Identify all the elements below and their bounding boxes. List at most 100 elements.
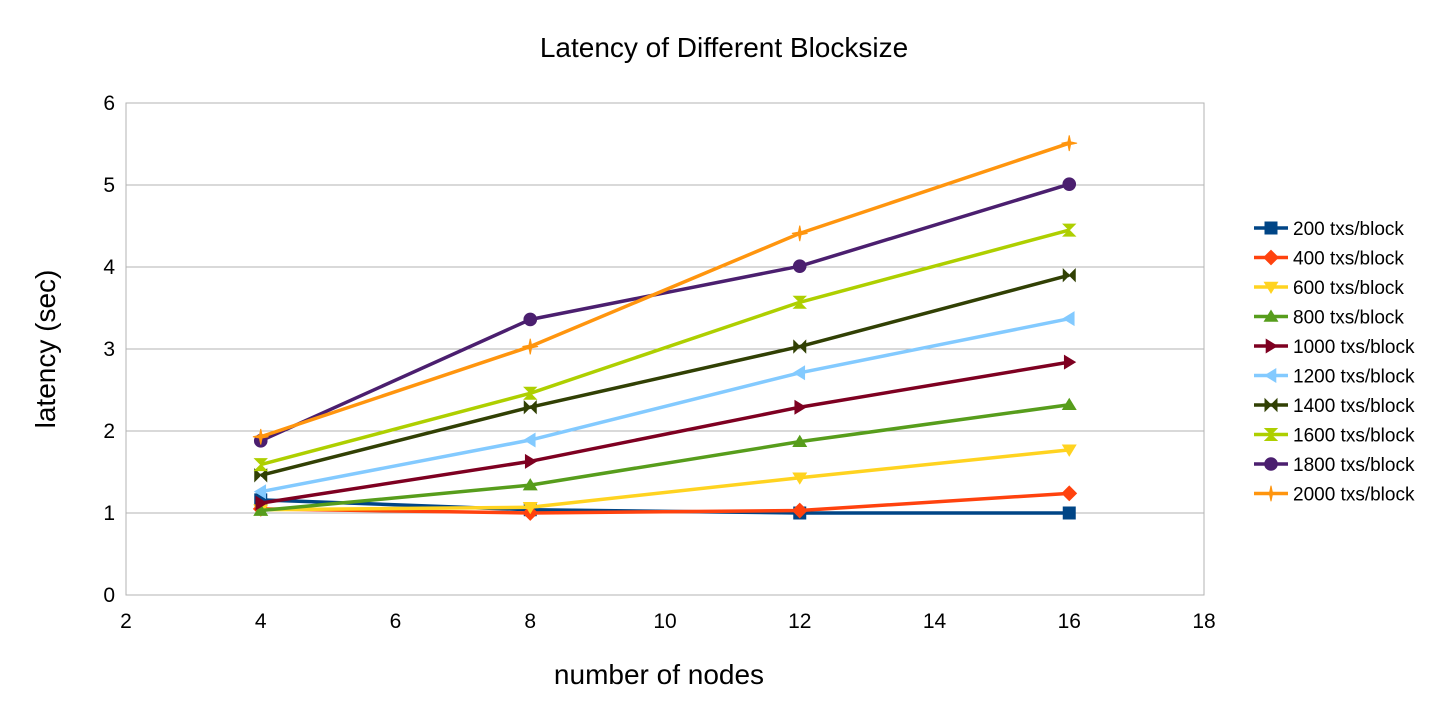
x-tick-label: 12 <box>788 610 811 633</box>
data-point <box>523 312 538 327</box>
data-point <box>252 428 269 445</box>
data-point <box>1062 267 1076 283</box>
legend-marker <box>1264 397 1278 413</box>
legend-item: 1600 txs/block <box>1254 426 1415 447</box>
data-point <box>1062 177 1077 191</box>
legend-label: 1600 txs/block <box>1293 426 1415 447</box>
legend-marker <box>1263 309 1279 322</box>
series-line <box>260 360 1070 505</box>
data-point <box>253 484 267 500</box>
legend-marker <box>1265 338 1278 354</box>
data-point <box>523 386 538 400</box>
legend-label: 2000 txs/block <box>1293 485 1415 506</box>
series-800-txs-block <box>253 397 1077 516</box>
data-point <box>794 399 807 415</box>
legend-label: 1000 txs/block <box>1293 337 1415 358</box>
legend-marker <box>1263 428 1279 441</box>
x-tick-label: 10 <box>653 610 676 633</box>
y-tick-label: 4 <box>103 256 115 279</box>
data-point <box>1061 397 1077 411</box>
x-tick-label: 6 <box>390 610 402 633</box>
data-point <box>791 502 808 519</box>
data-point <box>1061 485 1078 502</box>
data-point <box>792 295 807 309</box>
x-tick-label: 4 <box>255 610 267 633</box>
data-point <box>793 339 807 354</box>
data-point <box>253 458 268 472</box>
data-point <box>792 259 807 273</box>
legend-item: 1400 txs/block <box>1254 396 1415 417</box>
legend-label: 1400 txs/block <box>1293 396 1415 417</box>
series-line <box>260 448 1070 512</box>
data-point <box>255 495 268 511</box>
data-point <box>522 501 538 515</box>
series-1000-txs-block <box>255 354 1077 511</box>
data-point <box>792 365 806 381</box>
chart-title: Latency of Different Blocksize <box>540 32 908 63</box>
x-tick-label: 18 <box>1192 610 1215 633</box>
series-1200-txs-block <box>253 311 1075 500</box>
y-tick-label: 5 <box>103 174 115 197</box>
legend: 200 txs/block 400 txs/block 600 txs/block 8… <box>1254 219 1415 506</box>
x-tick-label: 8 <box>524 610 536 633</box>
x-axis-label: number of nodes <box>554 659 764 690</box>
legend-label: 800 txs/block <box>1293 308 1404 329</box>
legend-marker <box>1264 221 1278 235</box>
data-point <box>523 432 536 448</box>
legend-label: 200 txs/block <box>1293 219 1404 240</box>
data-point <box>1061 444 1077 457</box>
series-400-txs-block <box>252 485 1078 521</box>
data-point <box>524 453 538 469</box>
data-point <box>522 338 539 355</box>
legend-item: 400 txs/block <box>1254 249 1404 270</box>
x-tick-label: 2 <box>120 610 132 633</box>
data-point <box>792 472 808 485</box>
series-1400-txs-block <box>254 267 1076 483</box>
legend-marker <box>1263 281 1279 294</box>
y-tick-labels: 0 1 2 3 4 5 6 <box>103 92 115 607</box>
data-point <box>791 225 808 242</box>
y-tick-label: 0 <box>103 584 115 607</box>
series-1600-txs-block <box>253 223 1077 472</box>
series-layer <box>252 135 1078 521</box>
series-2000-txs-block <box>252 135 1078 445</box>
data-point <box>523 400 537 415</box>
series-line <box>260 491 1070 515</box>
data-point <box>522 478 538 491</box>
series-200-txs-block <box>254 493 1076 520</box>
series-line <box>260 316 1070 494</box>
y-tick-label: 1 <box>103 502 115 525</box>
data-point <box>1063 354 1077 370</box>
data-point <box>1062 311 1075 327</box>
series-line <box>260 182 1070 443</box>
x-tick-label: 16 <box>1058 610 1081 633</box>
x-tick-label: 14 <box>923 610 947 633</box>
legend-marker <box>1264 368 1277 383</box>
y-tick-label: 6 <box>103 92 115 115</box>
legend-item: 2000 txs/block <box>1254 485 1415 506</box>
data-point <box>254 468 268 483</box>
legend-label: 1200 txs/block <box>1293 367 1415 388</box>
legend-item: 1200 txs/block <box>1254 367 1415 388</box>
legend-label: 600 txs/block <box>1293 278 1404 299</box>
series-line <box>260 403 1070 513</box>
legend-label: 400 txs/block <box>1293 249 1404 270</box>
series-line <box>260 273 1070 477</box>
data-point <box>1062 223 1077 237</box>
legend-marker <box>1264 457 1278 471</box>
x-tick-labels: 2 4 6 8 10 12 14 16 18 <box>120 610 1216 633</box>
data-point <box>1062 506 1076 520</box>
data-point <box>792 434 808 447</box>
legend-marker <box>1263 249 1279 266</box>
series-line <box>260 228 1070 467</box>
legend-label: 1800 txs/block <box>1293 455 1415 476</box>
y-axis-label: latency (sec) <box>30 270 61 429</box>
y-tick-label: 3 <box>103 338 115 361</box>
legend-item: 200 txs/block <box>1254 219 1404 240</box>
legend-item: 1800 txs/block <box>1254 455 1415 476</box>
legend-marker <box>1263 485 1279 502</box>
legend-item: 600 txs/block <box>1254 278 1404 299</box>
data-point <box>1061 135 1078 152</box>
legend-item: 800 txs/block <box>1254 308 1404 329</box>
